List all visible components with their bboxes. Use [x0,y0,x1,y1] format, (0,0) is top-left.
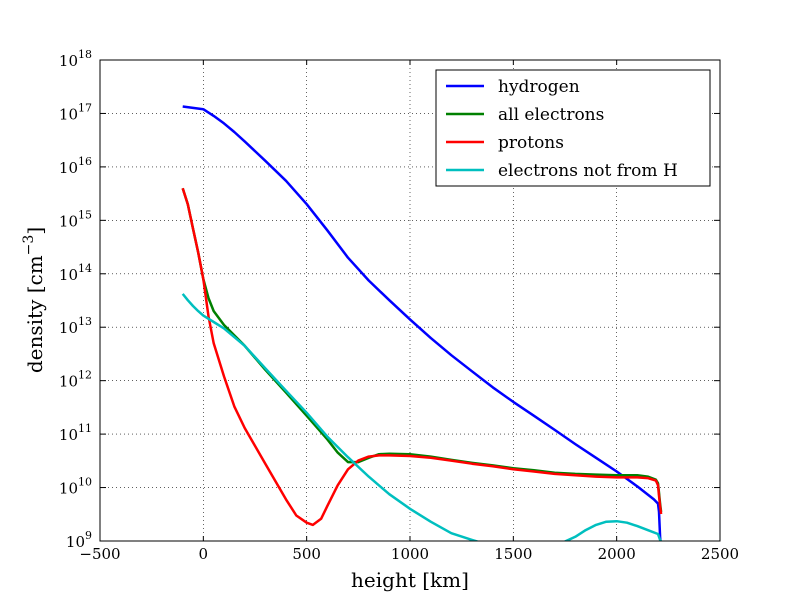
x-tick-label: −500 [79,545,120,563]
legend-frame [435,69,711,187]
axis-ticks [99,59,721,542]
y-axis-label: density [cm−3] [21,227,47,373]
legend-label: electrons not from H [498,161,678,181]
y-tick-label: 1016 [59,155,92,177]
y-tick-label: 109 [66,529,92,551]
legend: hydrogen all electrons protons electrons no… [435,69,711,187]
x-tick-label: 2500 [701,545,739,563]
x-tick-label: 1500 [494,545,532,563]
tick-labels: −500 0 500 1000 1500 2000 2500 109 1010 1011 1012 1… [59,48,739,563]
series-line-electrons-not-from-H [181,293,663,541]
y-tick-label: 1012 [59,369,92,391]
x-tick-label: 1000 [391,545,429,563]
x-axis-label: height [km] [351,568,469,592]
legend-label: all electrons [498,105,604,125]
y-tick-label: 1018 [59,48,92,70]
legend-label: protons [498,133,564,153]
x-tick-label: 0 [199,545,209,563]
series-line-hydrogen [182,105,662,541]
x-tick-label: 2000 [598,545,636,563]
y-tick-label: 1010 [59,476,92,498]
series-line-all-electrons [181,187,663,513]
x-tick-label: 500 [292,545,321,563]
y-tick-label: 1015 [59,208,92,230]
y-tick-label: 1013 [59,315,92,337]
series-lines [181,105,663,541]
y-tick-label: 1011 [59,422,92,444]
y-tick-label: 1014 [59,262,92,284]
series-line-protons [181,187,663,527]
legend-label: hydrogen [498,77,580,97]
y-tick-label: 1017 [59,101,92,123]
